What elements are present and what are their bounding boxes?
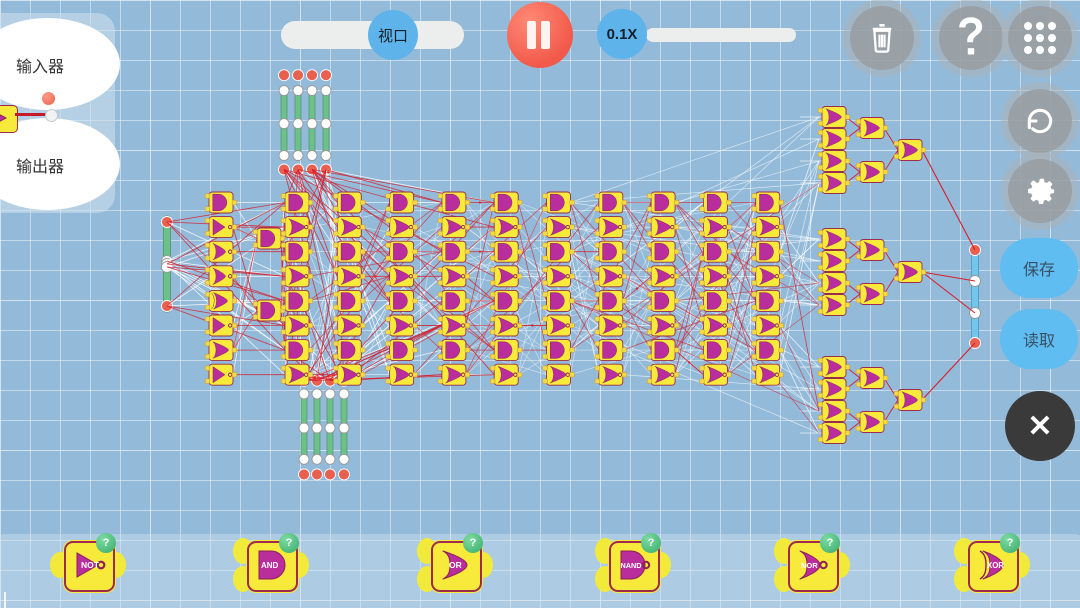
- svg-text:XOR: XOR: [987, 561, 1004, 570]
- svg-text:NOR: NOR: [801, 561, 818, 570]
- svg-text:NOT: NOT: [81, 560, 100, 570]
- svg-text:OR: OR: [449, 560, 462, 570]
- svg-text:AND: AND: [261, 561, 279, 570]
- svg-text:NAND: NAND: [621, 561, 642, 570]
